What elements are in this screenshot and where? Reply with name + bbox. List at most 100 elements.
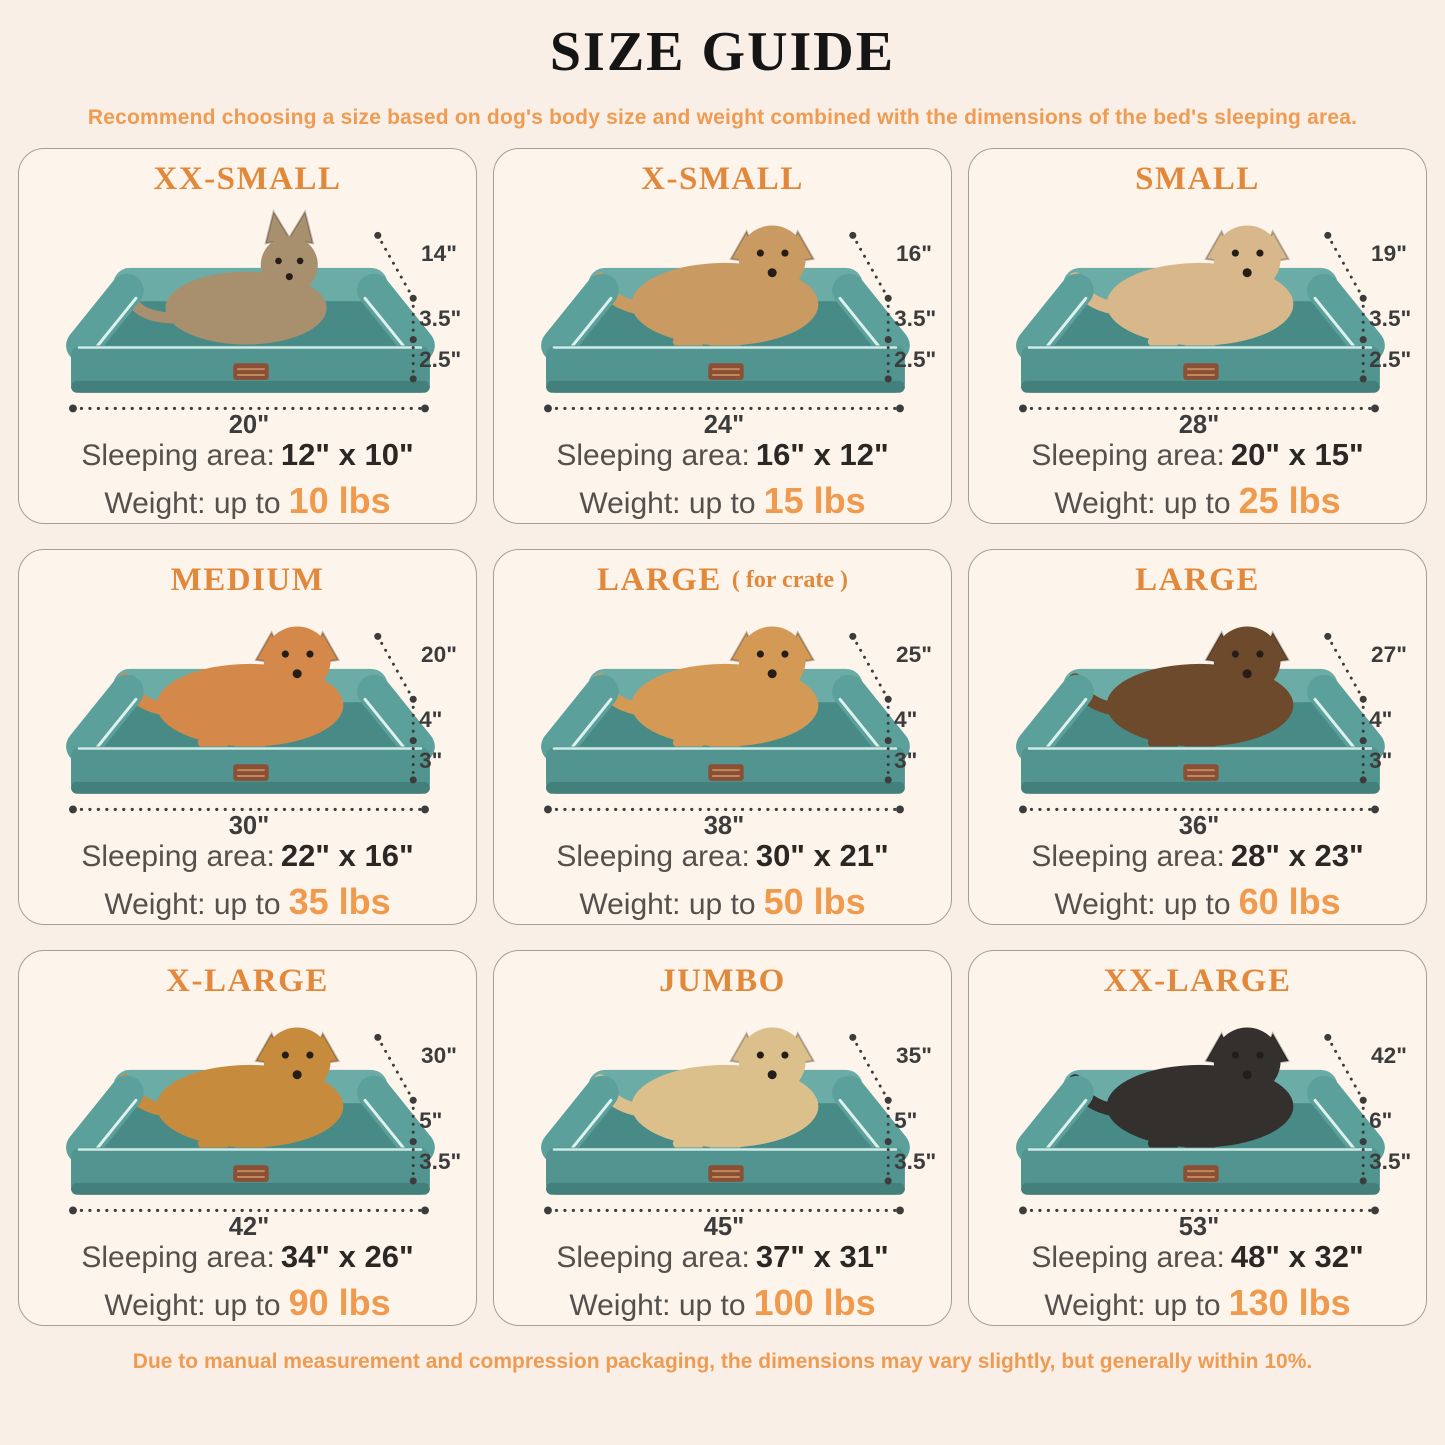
bed-width-label: 45" — [703, 1213, 744, 1236]
brand-tag — [232, 764, 269, 781]
dog-eye — [1231, 249, 1239, 257]
bed-left-arm — [540, 1075, 619, 1165]
sleeping-area-value: 34" x 26" — [280, 1239, 414, 1274]
bed-base-shadow — [1020, 781, 1380, 794]
bed-piping — [363, 697, 408, 752]
bolster-height-label: 5" — [419, 1108, 442, 1133]
bed-right-arm — [831, 1075, 910, 1165]
size-card: LARGE — [968, 549, 1427, 925]
dog-eye — [780, 249, 788, 257]
bed-diagram: 30" 5" 3.5" 42" — [65, 1027, 461, 1236]
dimension-lines — [545, 1035, 902, 1213]
dimension-dots — [1018, 231, 1379, 413]
cat-eye — [274, 257, 282, 265]
bed-piping — [567, 296, 612, 351]
size-card: XX-LARGE — [968, 950, 1427, 1326]
dimension-dots — [1018, 1033, 1379, 1215]
bed-piping — [838, 296, 883, 351]
back-height-label: 30" — [421, 1043, 457, 1068]
bed-width-label: 42" — [228, 1213, 269, 1236]
back-height-label: 16" — [896, 241, 932, 266]
dog-head — [738, 225, 806, 293]
base-height-label: 3" — [894, 748, 917, 773]
cat-nose — [285, 273, 293, 281]
dog-head — [738, 626, 806, 694]
page-title: SIZE GUIDE — [549, 21, 896, 83]
dimension-lines — [70, 634, 427, 812]
cat-figure — [123, 209, 327, 345]
brand-tag — [707, 1165, 744, 1182]
weight-value: 35 lbs — [288, 880, 391, 922]
dimension-dots — [543, 632, 904, 814]
dimension-lines — [1020, 233, 1377, 411]
size-card: X-SMALL — [493, 148, 952, 524]
bed-diagram: 14" 3.5" 2.5" 20" — [65, 209, 461, 434]
weight-line: Weight: up to 100 lbs — [569, 1281, 875, 1325]
cat-eye — [296, 257, 303, 265]
sleeping-area-line: Sleeping area: 20" x 15" — [1031, 436, 1363, 475]
sleeping-area-label: Sleeping area: — [81, 439, 275, 472]
bed-width-label: 30" — [228, 812, 269, 835]
bed-width-label: 38" — [703, 812, 744, 835]
size-card: XX-SMALL — [18, 148, 477, 524]
sleeping-area-label: Sleeping area: — [1031, 840, 1225, 873]
bed-diagram: 27" 4" 3" 36" — [1015, 626, 1407, 835]
weight-value: 130 lbs — [1228, 1281, 1351, 1323]
card-title: X-LARGE — [166, 963, 329, 1000]
weight-line: Weight: up to 60 lbs — [1054, 880, 1340, 924]
bed-diagram: 16" 3.5" 2.5" 24" — [540, 225, 936, 434]
bed-illustration: 27" 4" 3" 36" — [977, 599, 1418, 835]
dimension-lines — [70, 233, 427, 411]
bolster-height-label: 3.5" — [1369, 306, 1411, 331]
weight-value: 10 lbs — [288, 479, 391, 521]
bed-left-arm — [1015, 273, 1094, 363]
dog-eye — [281, 650, 289, 658]
back-height-label: 27" — [1371, 642, 1407, 667]
brand-tag — [232, 363, 269, 380]
bed-illustration: 35" 5" 3.5" 45" — [502, 1000, 943, 1236]
weight-value: 15 lbs — [763, 479, 866, 521]
size-card: X-LARGE — [18, 950, 477, 1326]
bed-base-shadow — [70, 1182, 430, 1195]
bed-left-arm — [540, 674, 619, 764]
brand-tag — [707, 764, 744, 781]
base-height-label: 3" — [1369, 748, 1392, 773]
back-height-label: 35" — [896, 1043, 932, 1068]
size-name: XX-SMALL — [153, 161, 342, 197]
dimension-lines — [70, 1035, 427, 1213]
bed-right-arm — [356, 273, 435, 363]
sleeping-area-line: Sleeping area: 30" x 21" — [556, 837, 888, 876]
subtitle-note: Recommend choosing a size based on dog's… — [87, 106, 1358, 129]
dog-nose — [1242, 669, 1252, 679]
dog-eye — [305, 1051, 313, 1059]
back-height-label: 25" — [896, 642, 932, 667]
dimension-dots — [543, 1033, 904, 1215]
bed-base-shadow — [1020, 380, 1380, 393]
bed-piping — [567, 697, 612, 752]
weight-value: 25 lbs — [1238, 479, 1341, 521]
dog-head — [1213, 1027, 1281, 1095]
bed-base-shadow — [70, 781, 430, 794]
sleeping-area-line: Sleeping area: 22" x 16" — [81, 837, 413, 876]
bed-right-arm — [831, 674, 910, 764]
bed-piping — [1042, 1098, 1087, 1153]
dimension-dots — [68, 231, 429, 413]
card-title: JUMBO — [659, 963, 786, 1000]
dog-head — [1213, 225, 1281, 293]
bed-piping — [92, 697, 137, 752]
dog-head — [263, 1027, 331, 1095]
bed-diagram: 25" 4" 3" 38" — [540, 626, 932, 835]
weight-label: Weight: up to — [1054, 887, 1231, 921]
bed-piping — [567, 1098, 612, 1153]
dog-eye — [1231, 650, 1239, 658]
bolster-height-label: 6" — [1369, 1108, 1392, 1133]
size-name-suffix: ( for crate ) — [731, 567, 848, 593]
base-height-label: 2.5" — [894, 347, 936, 372]
back-height-label: 20" — [421, 642, 457, 667]
bed-left-arm — [1015, 1075, 1094, 1165]
base-height-label: 3" — [419, 748, 442, 773]
sleeping-area-value: 22" x 16" — [280, 838, 414, 873]
back-height-label: 42" — [1371, 1043, 1407, 1068]
sleeping-area-line: Sleeping area: 34" x 26" — [81, 1238, 413, 1277]
base-height-label: 2.5" — [419, 347, 461, 372]
